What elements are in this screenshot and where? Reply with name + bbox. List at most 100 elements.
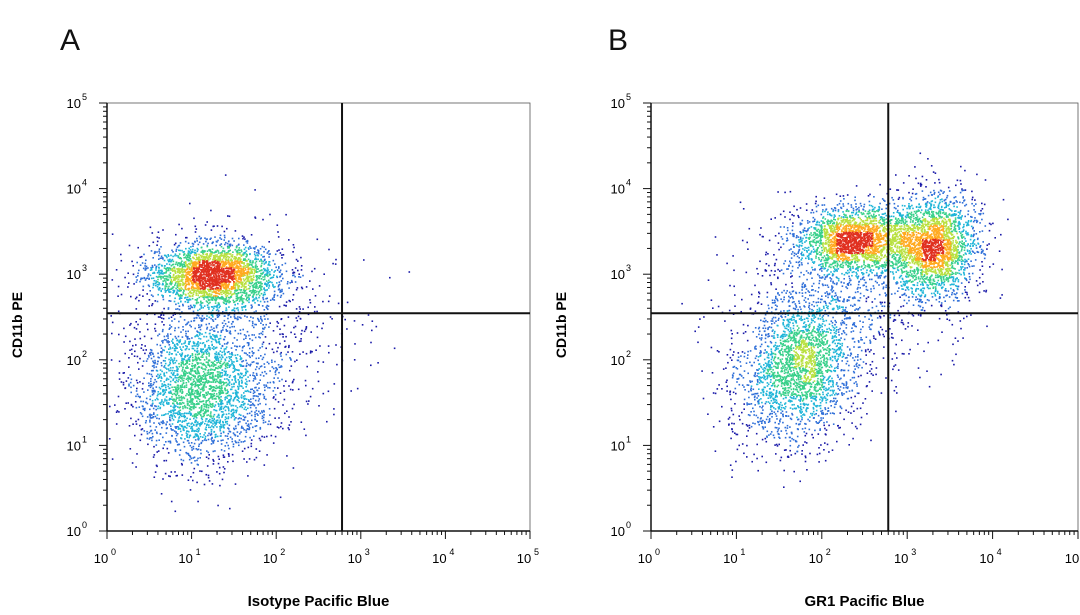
event-dot — [210, 314, 213, 317]
event-dot — [163, 254, 166, 257]
event-dot — [189, 202, 191, 205]
event-dot — [240, 283, 243, 286]
event-dot — [193, 262, 195, 265]
event-dot — [220, 366, 223, 368]
event-dot — [230, 347, 233, 349]
event-dot — [143, 277, 145, 280]
event-dot — [158, 267, 160, 269]
event-dot — [228, 240, 230, 242]
event-dot — [245, 372, 247, 375]
event-dot — [190, 462, 193, 464]
event-dot — [187, 412, 190, 415]
event-dot — [236, 394, 238, 396]
event-dot — [117, 295, 119, 297]
event-dot — [266, 289, 268, 291]
event-dot — [263, 263, 266, 265]
event-dot — [129, 448, 132, 450]
event-dot — [234, 283, 237, 286]
event-dot — [236, 406, 239, 409]
event-dot — [197, 412, 199, 415]
event-dot — [183, 254, 185, 256]
event-dot — [251, 350, 253, 353]
event-dot — [197, 243, 200, 246]
event-dot — [210, 381, 213, 383]
event-dot — [189, 278, 191, 280]
event-dot — [235, 357, 237, 359]
event-dot — [233, 361, 235, 363]
event-dot — [210, 295, 212, 297]
event-dot — [247, 425, 250, 427]
event-dot — [266, 300, 269, 303]
event-dot — [210, 432, 213, 435]
event-dot — [262, 276, 264, 278]
event-dot — [246, 299, 249, 302]
event-dot — [161, 383, 163, 385]
event-dot — [211, 306, 214, 308]
event-dot — [227, 321, 230, 323]
event-dot — [159, 369, 162, 371]
event-dot — [273, 294, 275, 297]
event-dot — [217, 462, 220, 465]
event-dot — [140, 413, 143, 415]
event-dot — [219, 356, 221, 359]
event-dot — [158, 356, 160, 359]
event-dot — [276, 325, 279, 328]
event-dot — [307, 306, 309, 309]
event-dot — [216, 324, 219, 326]
event-dot — [258, 367, 260, 370]
event-dot — [197, 294, 199, 297]
event-dot — [225, 292, 228, 295]
event-dot — [149, 408, 151, 411]
event-dot — [177, 351, 179, 353]
event-dot — [220, 407, 222, 409]
event-dot — [185, 419, 187, 422]
event-dot — [157, 288, 160, 290]
event-dot — [219, 419, 222, 421]
event-dot — [216, 314, 218, 317]
event-dot — [239, 363, 241, 366]
event-dot — [135, 281, 138, 283]
event-dot — [174, 282, 177, 284]
event-dot — [198, 324, 200, 326]
event-dot — [192, 448, 195, 450]
event-dot — [283, 304, 285, 307]
event-dot — [275, 369, 277, 372]
event-dot — [262, 416, 265, 419]
event-dot — [212, 458, 214, 461]
event-dot — [167, 368, 170, 370]
event-dot — [257, 395, 259, 398]
event-dot — [245, 431, 248, 433]
event-dot — [156, 272, 159, 274]
event-dot — [288, 428, 290, 431]
event-dot — [289, 357, 291, 359]
event-dot — [197, 335, 199, 338]
event-dot — [219, 234, 222, 237]
event-dot — [214, 236, 216, 238]
event-dot — [241, 294, 243, 296]
event-dot — [197, 261, 200, 263]
event-dot — [245, 335, 247, 337]
event-dot — [189, 383, 192, 386]
event-dot — [168, 344, 171, 346]
event-dot — [181, 391, 184, 393]
event-dot — [181, 260, 183, 262]
event-dot — [237, 269, 240, 271]
event-dot — [236, 293, 239, 295]
event-dot — [136, 382, 139, 384]
event-dot — [267, 251, 270, 253]
event-dot — [246, 276, 248, 278]
event-dot — [115, 269, 118, 271]
event-dot — [243, 338, 245, 341]
event-dot — [165, 432, 168, 434]
event-dot — [162, 295, 164, 297]
event-dot — [249, 282, 252, 285]
event-dot — [187, 266, 190, 269]
event-dot — [150, 404, 152, 407]
event-dot — [132, 344, 134, 347]
event-dot — [218, 405, 220, 407]
event-dot — [159, 407, 161, 410]
event-dot — [226, 392, 229, 395]
event-dot — [154, 359, 156, 362]
event-dot — [246, 362, 248, 365]
event-dot — [215, 288, 217, 291]
